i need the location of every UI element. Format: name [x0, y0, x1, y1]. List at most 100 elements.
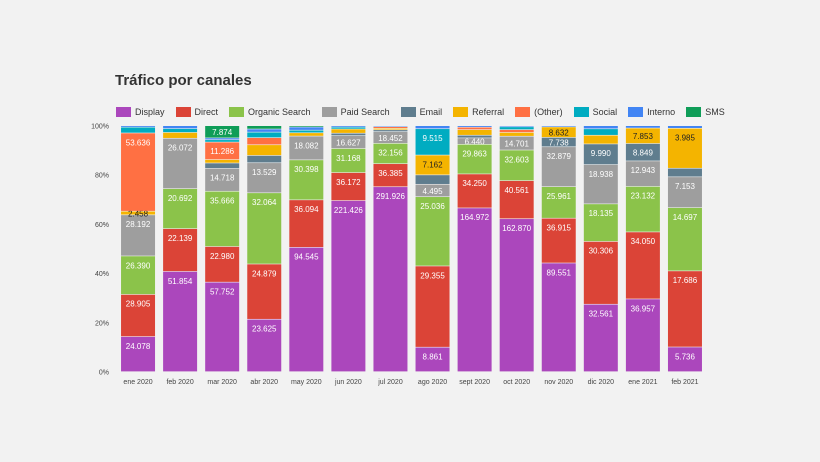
bar-segment[interactable]: [415, 129, 450, 155]
bar-segment[interactable]: [499, 127, 534, 130]
bar-segment[interactable]: [247, 264, 282, 319]
bar-segment[interactable]: [667, 177, 702, 208]
bar-segment[interactable]: [625, 186, 660, 232]
bar-segment[interactable]: [247, 145, 282, 156]
legend-item-0[interactable]: Display: [116, 107, 165, 117]
bar-segment[interactable]: [247, 319, 282, 372]
bar-segment[interactable]: [205, 142, 240, 160]
bar-segment[interactable]: [163, 228, 198, 272]
bar-segment[interactable]: [415, 266, 450, 347]
bar-segment[interactable]: [289, 130, 324, 133]
bar-segment[interactable]: [331, 129, 366, 133]
bar-segment[interactable]: [331, 133, 366, 136]
bar-segment[interactable]: [121, 294, 156, 337]
bar-segment[interactable]: [415, 197, 450, 266]
bar-segment[interactable]: [457, 127, 492, 130]
bar-segment[interactable]: [541, 218, 576, 263]
bar-segment[interactable]: [247, 132, 282, 138]
bar-segment[interactable]: [289, 126, 324, 127]
bar-segment[interactable]: [583, 164, 618, 204]
bar-segment[interactable]: [499, 136, 534, 150]
legend-item-4[interactable]: Email: [400, 107, 442, 117]
legend-item-3[interactable]: Paid Search: [321, 107, 390, 117]
bar-segment[interactable]: [289, 136, 324, 160]
bar-segment[interactable]: [205, 282, 240, 372]
bar-segment[interactable]: [415, 184, 450, 197]
bar-segment[interactable]: [583, 204, 618, 242]
bar-segment[interactable]: [163, 126, 198, 129]
bar-segment[interactable]: [247, 163, 282, 193]
bar-segment[interactable]: [625, 143, 660, 161]
legend-item-6[interactable]: (Other): [515, 107, 563, 117]
bar-segment[interactable]: [121, 215, 156, 256]
bar-segment[interactable]: [415, 155, 450, 175]
bar-segment[interactable]: [373, 128, 408, 130]
bar-segment[interactable]: [499, 180, 534, 219]
bar-segment[interactable]: [163, 132, 198, 138]
bar-segment[interactable]: [163, 271, 198, 372]
bar-segment[interactable]: [499, 219, 534, 372]
bar-segment[interactable]: [625, 299, 660, 372]
bar-segment[interactable]: [625, 232, 660, 299]
bar-segment[interactable]: [457, 174, 492, 208]
bar-segment[interactable]: [457, 126, 492, 127]
bar-segment[interactable]: [499, 150, 534, 181]
bar-segment[interactable]: [457, 144, 492, 174]
bar-segment[interactable]: [331, 127, 366, 129]
bar-segment[interactable]: [415, 347, 450, 372]
bar-segment[interactable]: [583, 129, 618, 135]
bar-segment[interactable]: [289, 127, 324, 130]
bar-segment[interactable]: [541, 186, 576, 218]
bar-segment[interactable]: [667, 126, 702, 128]
bar-segment[interactable]: [415, 126, 450, 129]
bar-segment[interactable]: [583, 135, 618, 144]
bar-segment[interactable]: [667, 128, 702, 168]
bar-segment[interactable]: [205, 140, 240, 142]
bar-segment[interactable]: [247, 129, 282, 132]
bar-segment[interactable]: [415, 175, 450, 184]
bar-segment[interactable]: [247, 137, 282, 145]
bar-segment[interactable]: [163, 138, 198, 189]
bar-segment[interactable]: [541, 263, 576, 372]
bar-segment[interactable]: [163, 188, 198, 229]
bar-segment[interactable]: [205, 191, 240, 247]
bar-segment[interactable]: [583, 144, 618, 165]
bar-segment[interactable]: [121, 126, 156, 127]
bar-segment[interactable]: [625, 126, 660, 128]
bar-segment[interactable]: [121, 256, 156, 295]
bar-segment[interactable]: [457, 135, 492, 138]
bar-segment[interactable]: [121, 336, 156, 372]
bar-segment[interactable]: [499, 129, 534, 133]
bar-segment[interactable]: [289, 133, 324, 136]
bar-segment[interactable]: [373, 164, 408, 187]
bar-segment[interactable]: [289, 247, 324, 372]
bar-segment[interactable]: [121, 127, 156, 133]
legend-item-2[interactable]: Organic Search: [229, 107, 311, 117]
bar-segment[interactable]: [247, 126, 282, 129]
bar-segment[interactable]: [205, 246, 240, 282]
bar-segment[interactable]: [541, 127, 576, 138]
bar-segment[interactable]: [205, 163, 240, 169]
bar-segment[interactable]: [583, 241, 618, 304]
bar-segment[interactable]: [583, 126, 618, 129]
bar-segment[interactable]: [583, 304, 618, 372]
bar-segment[interactable]: [457, 208, 492, 372]
bar-segment[interactable]: [121, 133, 156, 211]
bar-segment[interactable]: [373, 127, 408, 128]
bar-segment[interactable]: [667, 168, 702, 177]
bar-segment[interactable]: [373, 143, 408, 164]
bar-segment[interactable]: [541, 137, 576, 147]
bar-segment[interactable]: [247, 193, 282, 264]
bar-segment[interactable]: [667, 347, 702, 372]
bar-segment[interactable]: [331, 200, 366, 372]
bar-segment[interactable]: [541, 126, 576, 127]
bar-segment[interactable]: [625, 161, 660, 187]
bar-segment[interactable]: [499, 132, 534, 136]
legend-item-1[interactable]: Direct: [175, 107, 218, 117]
bar-segment[interactable]: [247, 155, 282, 163]
legend-item-9[interactable]: SMS: [686, 107, 725, 117]
bar-segment[interactable]: [331, 135, 366, 149]
bar-segment[interactable]: [331, 126, 366, 127]
bar-segment[interactable]: [625, 128, 660, 144]
bar-segment[interactable]: [331, 148, 366, 173]
